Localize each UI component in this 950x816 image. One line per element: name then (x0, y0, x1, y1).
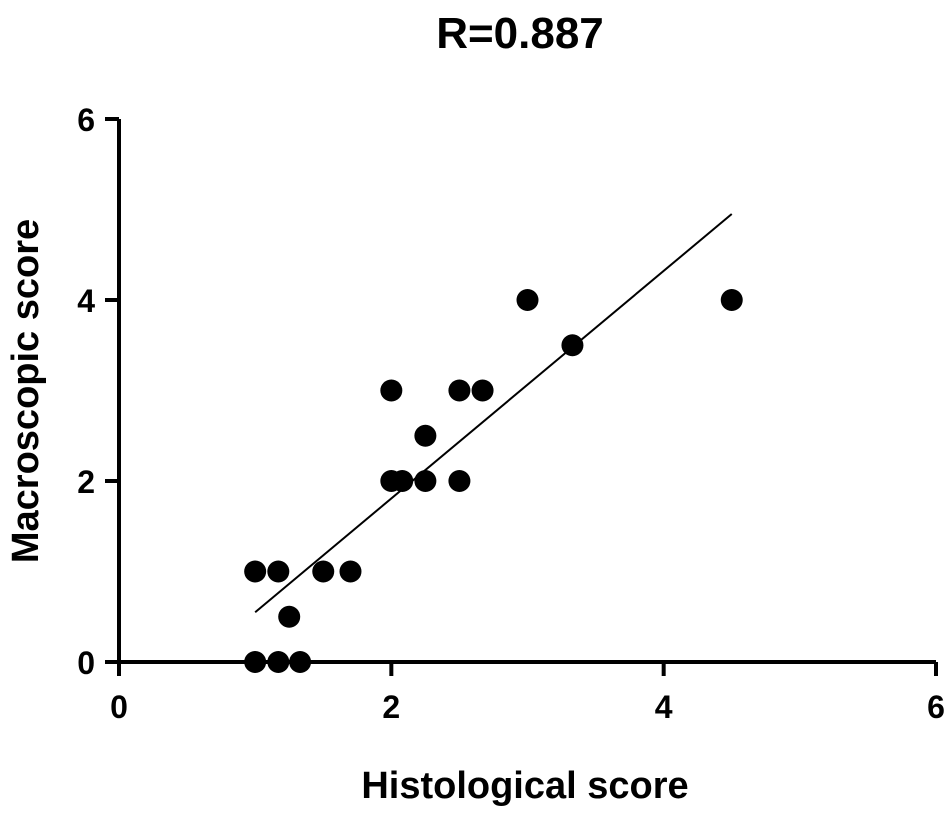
y-tick-label: 6 (77, 102, 95, 138)
data-points (244, 289, 743, 673)
data-point (267, 560, 290, 583)
x-tick-label: 0 (110, 689, 128, 725)
data-point (312, 560, 335, 583)
x-tick-label: 6 (927, 689, 945, 725)
data-point (471, 379, 494, 402)
data-point (516, 289, 539, 311)
data-point (267, 651, 290, 673)
regression-line (254, 213, 733, 613)
data-point (289, 651, 312, 673)
axes (117, 119, 936, 664)
data-point (244, 651, 267, 673)
chart-title: R=0.887 (436, 9, 604, 58)
regression-line-group (254, 213, 733, 613)
y-tick-label: 2 (77, 464, 95, 500)
data-point (414, 470, 437, 492)
data-point (448, 470, 471, 492)
data-point (278, 605, 301, 628)
data-point (448, 379, 471, 402)
data-point (414, 424, 437, 447)
data-point (339, 560, 362, 583)
data-point (561, 334, 584, 357)
x-tick-label: 2 (382, 689, 400, 725)
data-point (391, 470, 414, 492)
y-tick-label: 0 (77, 645, 95, 681)
y-axis-label: Macroscopic score (5, 219, 47, 563)
x-axis-label: Histological score (361, 765, 688, 807)
ticks: 0 2 4 6 0 2 4 6 (77, 102, 945, 725)
data-point (244, 560, 267, 583)
data-point (720, 289, 743, 311)
y-tick-label: 4 (77, 283, 95, 319)
data-point (380, 379, 403, 402)
x-tick-label: 4 (655, 689, 673, 725)
